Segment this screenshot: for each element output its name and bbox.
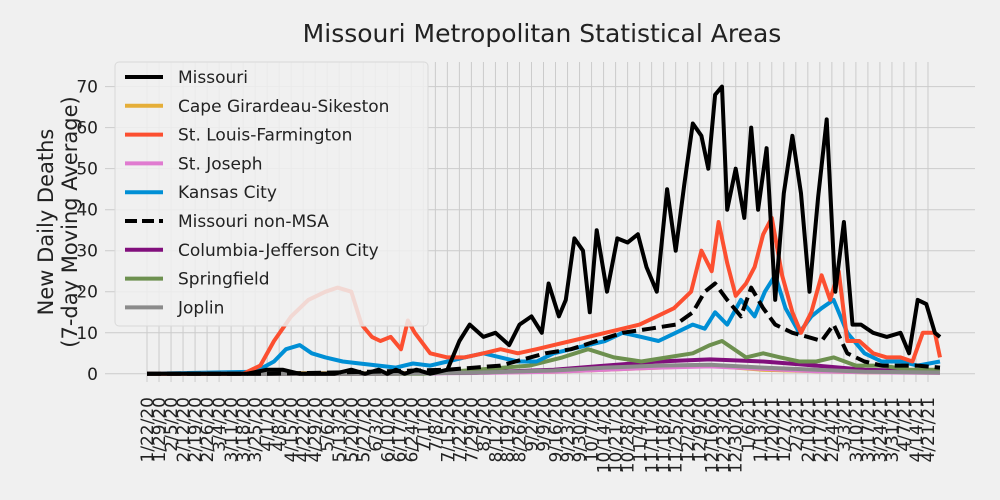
- x-tick-label: 7/29/20: [462, 397, 482, 463]
- x-tick-label: 4/15/20: [282, 397, 302, 463]
- x-tick-label: 9/30/20: [571, 397, 591, 463]
- y-tick-label: 70: [76, 78, 98, 98]
- x-tick-label: 10/21/20: [607, 397, 627, 473]
- x-tick-label: 11/18/20: [655, 397, 675, 473]
- series-line-missouri: [147, 84, 942, 376]
- legend-label: St. Louis-Farmington: [178, 126, 352, 146]
- x-tick-label: 4/29/20: [306, 397, 326, 463]
- y-tick-label: 0: [87, 365, 98, 385]
- y-tick-label: 60: [76, 119, 98, 139]
- x-tick-label: 11/11/20: [643, 397, 663, 473]
- x-tick-label: 3/17/21: [859, 397, 879, 463]
- x-tick-label: 11/25/20: [667, 397, 687, 473]
- x-tick-label: 6/24/20: [402, 397, 422, 463]
- x-tick-label: 4/1/20: [258, 397, 278, 452]
- x-tick-label: 1/27/21: [775, 397, 795, 463]
- x-tick-label: 10/7/20: [583, 397, 603, 463]
- x-tick-label: 10/14/20: [595, 397, 615, 473]
- y-tick-label: 10: [76, 324, 98, 344]
- x-tick-label: 7/22/20: [450, 397, 470, 463]
- x-tick-label: 10/28/20: [619, 397, 639, 473]
- legend-label: Kansas City: [178, 183, 277, 203]
- x-tick-label: 2/3/21: [787, 397, 807, 452]
- x-tick-label: 4/8/20: [270, 397, 290, 452]
- y-axis-label-line1: New Daily Deaths: [34, 129, 58, 316]
- x-tick-label: 11/4/20: [631, 397, 651, 463]
- x-tick-label: 1/22/20: [138, 397, 158, 463]
- x-tick-label: 8/12/20: [486, 397, 506, 463]
- y-tick-label: 50: [76, 160, 98, 180]
- x-tick-label: 7/15/20: [438, 397, 458, 463]
- x-tick-label: 3/18/20: [234, 397, 254, 463]
- x-tick-label: 2/17/21: [811, 397, 831, 463]
- y-tick-label: 40: [76, 201, 98, 221]
- legend: Missouri Cape Girardeau-Sikeston St. Louis…: [114, 61, 429, 327]
- x-tick-label: 2/19/20: [186, 397, 206, 463]
- x-tick-label: 12/23/20: [715, 397, 735, 473]
- x-axis-ticks: 1/22/201/29/202/5/202/12/202/19/202/26/2…: [138, 397, 939, 473]
- x-tick-label: 3/4/20: [210, 397, 230, 452]
- x-tick-label: 4/22/20: [294, 397, 314, 463]
- x-tick-label: 12/30/20: [727, 397, 747, 473]
- x-tick-label: 2/26/20: [198, 397, 218, 463]
- x-tick-label: 3/31/21: [883, 397, 903, 463]
- legend-label: St. Joseph: [178, 154, 263, 174]
- y-tick-label: 30: [76, 242, 98, 262]
- y-axis-label-line2: (7-day Moving Average): [58, 96, 82, 347]
- x-tick-label: 9/23/20: [559, 397, 579, 463]
- series-line-springfield: [147, 339, 940, 376]
- x-tick-label: 1/6/21: [739, 397, 759, 452]
- x-tick-label: 1/13/21: [751, 397, 771, 463]
- y-axis-ticks: 0 10 20 30 40 50 60 70: [76, 78, 98, 385]
- x-tick-label: 9/9/20: [535, 397, 555, 452]
- x-tick-label: 6/17/20: [390, 397, 410, 463]
- x-tick-label: 3/25/20: [246, 397, 266, 463]
- x-tick-label: 12/9/20: [691, 397, 711, 463]
- series-group: [146, 84, 942, 376]
- x-tick-label: 2/5/20: [162, 397, 182, 452]
- legend-label: Columbia-Jefferson City: [178, 241, 379, 261]
- series-line-missouri-non-msa: [147, 281, 941, 376]
- x-tick-label: 3/10/21: [847, 397, 867, 463]
- x-tick-label: 2/10/21: [799, 397, 819, 463]
- x-tick-label: 7/8/20: [426, 397, 446, 452]
- x-tick-label: 12/16/20: [703, 397, 723, 473]
- x-tick-label: 9/16/20: [547, 397, 567, 463]
- x-tick-label: 2/24/21: [823, 397, 843, 463]
- x-tick-label: 4/21/21: [919, 397, 939, 463]
- x-tick-label: 1/29/20: [150, 397, 170, 463]
- legend-label: Missouri non-MSA: [178, 212, 329, 232]
- x-tick-label: 5/20/20: [342, 397, 362, 463]
- y-axis-label: New Daily Deaths (7-day Moving Average): [34, 96, 82, 347]
- legend-label: Missouri: [178, 68, 248, 88]
- y-tick-label: 20: [76, 283, 98, 303]
- x-tick-label: 5/13/20: [330, 397, 350, 463]
- x-tick-label: 5/6/20: [318, 397, 338, 452]
- legend-box: [114, 61, 429, 327]
- x-tick-label: 9/2/20: [522, 397, 542, 452]
- chart-title: Missouri Metropolitan Statistical Areas: [303, 19, 782, 48]
- x-tick-label: 1/20/21: [763, 397, 783, 463]
- x-tick-label: 2/12/20: [174, 397, 194, 463]
- x-tick-label: 8/26/20: [510, 397, 530, 463]
- x-tick-label: 4/14/21: [907, 397, 927, 463]
- x-tick-label: 3/24/21: [871, 397, 891, 463]
- x-tick-label: 7/1/20: [414, 397, 434, 452]
- x-tick-label: 6/3/20: [366, 397, 386, 452]
- legend-label: Springfield: [178, 270, 270, 290]
- x-tick-label: 4/7/21: [895, 397, 915, 452]
- x-tick-label: 8/5/20: [474, 397, 494, 452]
- x-tick-label: 12/2/20: [679, 397, 699, 463]
- x-tick-label: 5/27/20: [354, 397, 374, 463]
- x-tick-label: 3/11/20: [222, 397, 242, 463]
- legend-label: Joplin: [177, 298, 224, 318]
- x-tick-label: 8/19/20: [498, 397, 518, 463]
- legend-label: Cape Girardeau-Sikeston: [178, 97, 389, 117]
- x-tick-label: 6/10/20: [378, 397, 398, 463]
- x-tick-label: 3/3/21: [835, 397, 855, 452]
